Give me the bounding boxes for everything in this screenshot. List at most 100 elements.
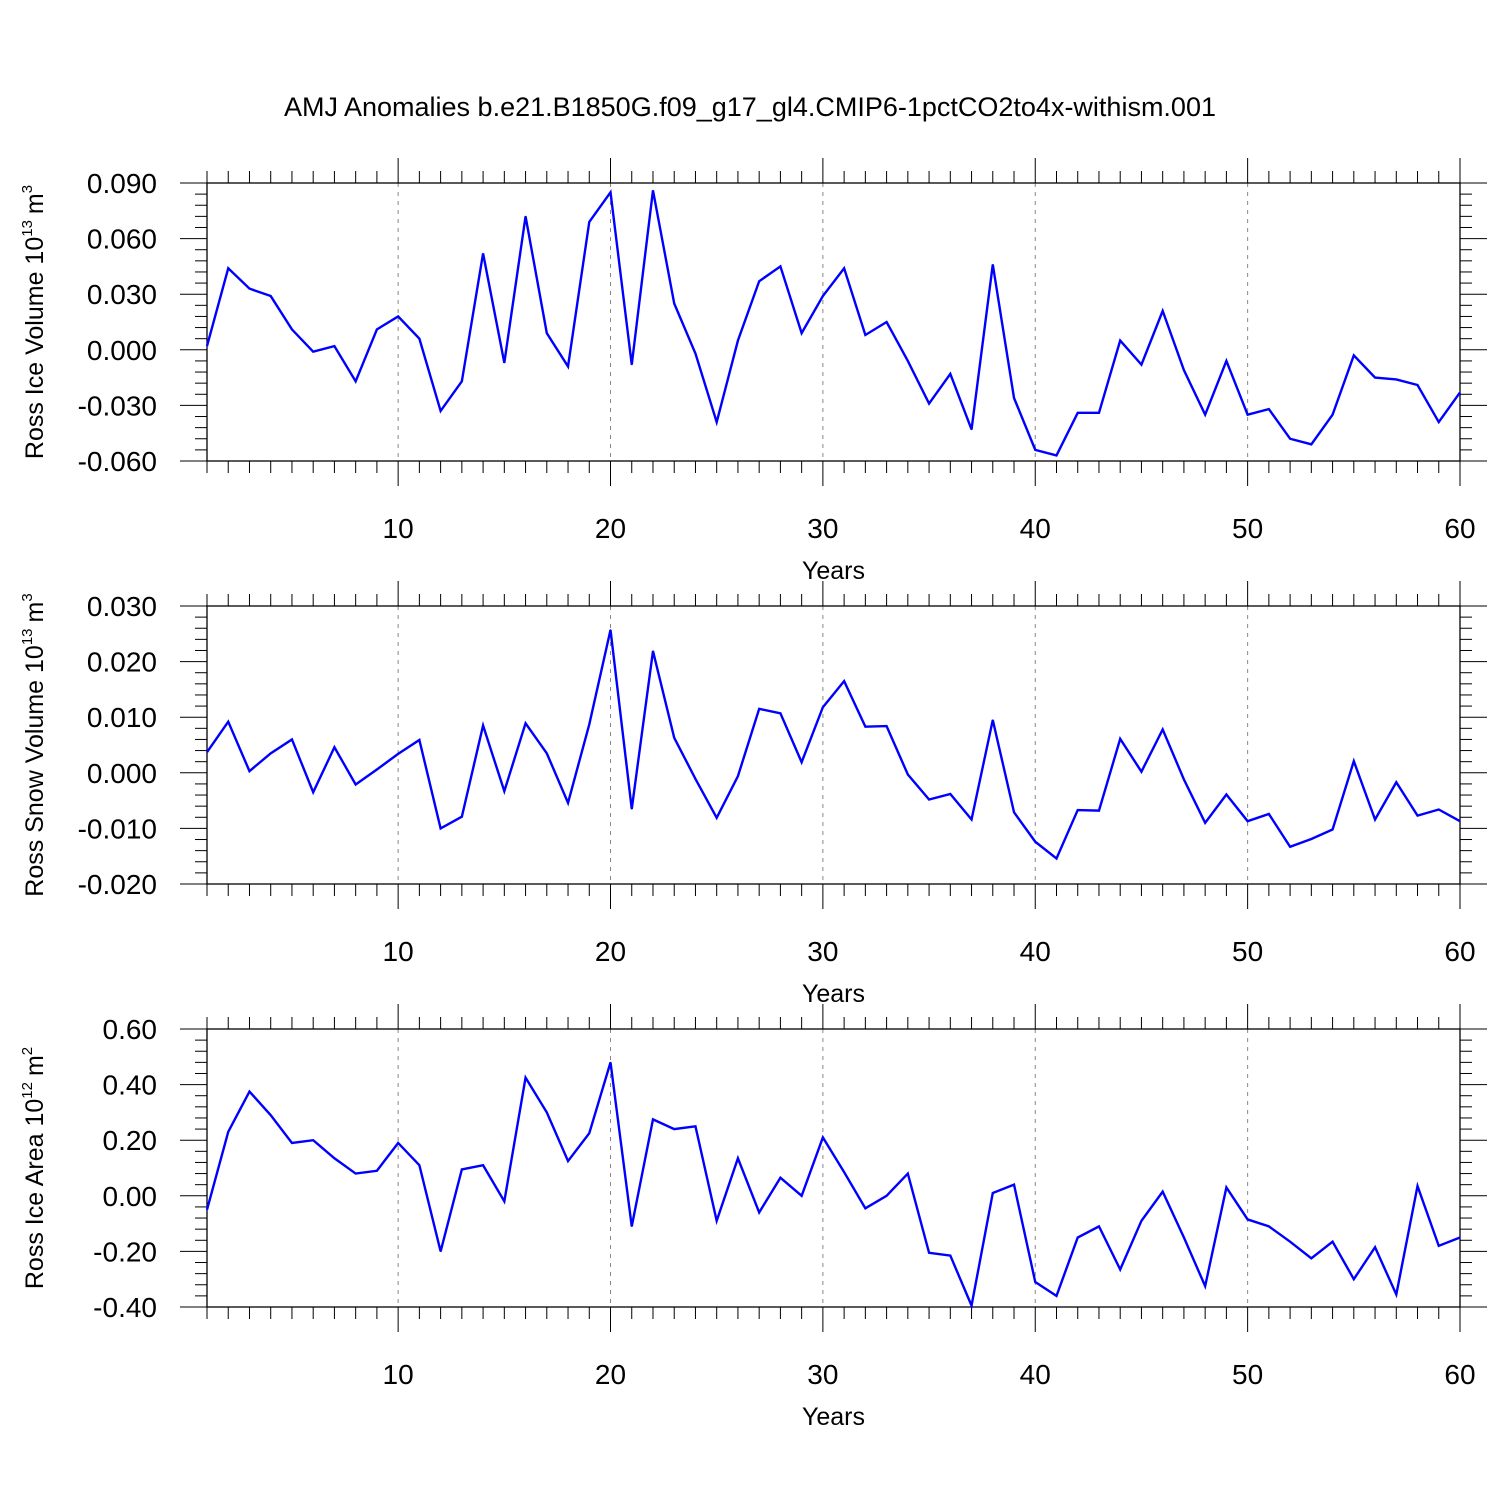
panel2-data-point	[227, 721, 229, 723]
panel3-data-point	[503, 1200, 505, 1202]
panel2-x-tick-label: 10	[383, 936, 414, 967]
panel2-data-point	[631, 808, 633, 810]
panel3-data-point	[1140, 1220, 1143, 1222]
panel2-x-tick-label: 30	[807, 936, 838, 967]
panel3-y-axis-label: Ross Ice Area 1012m2	[19, 1047, 49, 1289]
panel2-data-point	[482, 724, 484, 727]
panel2-x-tick-label: 20	[595, 936, 626, 967]
panel2-data-point	[1034, 841, 1036, 843]
panel1-data-point	[567, 365, 569, 368]
panel1-x-tick-label: 60	[1444, 513, 1475, 544]
panel2-data-point	[355, 783, 357, 786]
panel2-data-point	[1098, 810, 1100, 812]
panel3-data-point	[1289, 1241, 1291, 1243]
panel2-data-point	[907, 773, 909, 776]
panel3-data-point	[1459, 1236, 1461, 1239]
panel3-data-point	[461, 1168, 463, 1170]
panel1-data-point	[673, 302, 675, 305]
panel2-data-point	[1353, 760, 1355, 762]
panel1-data-point	[1077, 412, 1079, 414]
panel3-data-point	[1225, 1186, 1227, 1189]
panel3-data-point	[312, 1139, 314, 1141]
panel3-data-point	[270, 1114, 272, 1116]
panel3-data-point	[652, 1118, 654, 1120]
panel3-data-point	[1310, 1257, 1312, 1259]
panel2-data-point	[673, 737, 675, 739]
panel1-data-point	[737, 339, 739, 342]
panel1-data-point	[588, 221, 590, 223]
panel3-data-point	[949, 1254, 951, 1257]
panel2-data-point	[440, 827, 442, 830]
panel2-data-point	[1183, 778, 1185, 781]
panel3-x-tick-label: 10	[383, 1359, 414, 1390]
panel2-data-point	[270, 752, 272, 754]
panel1-data-point	[949, 373, 951, 375]
panel3-y-tick-label: -0.40	[93, 1292, 157, 1323]
panel3-data-point	[1162, 1191, 1164, 1193]
panel1-data-point	[397, 315, 399, 318]
panel3-data-point	[1268, 1225, 1270, 1227]
panel1-x-tick-label: 30	[807, 513, 838, 544]
panel3-data-point	[355, 1172, 357, 1175]
panel3-x-tick-label: 30	[807, 1359, 838, 1390]
panel3-y-tick-label: 0.60	[103, 1014, 158, 1045]
panel3-data-point	[885, 1195, 888, 1197]
panel2-data-point	[206, 751, 208, 753]
panel3-data-point	[1055, 1295, 1058, 1297]
panel3-data-point	[1247, 1218, 1249, 1221]
panel1-data-point	[546, 332, 548, 334]
panel1-data-point	[1119, 339, 1121, 342]
panel1-x-tick-label: 40	[1020, 513, 1051, 544]
panel3-data-point	[758, 1211, 760, 1214]
panel2-data-point	[1395, 781, 1397, 783]
panel3-data-point	[227, 1131, 229, 1133]
panel1-data-point	[1034, 449, 1036, 451]
panel3-data-point	[970, 1305, 973, 1307]
panel3-data-point	[1353, 1278, 1355, 1280]
panel2-data-point	[1374, 818, 1376, 821]
panel1-data-point	[801, 332, 803, 334]
panel1-data-point	[694, 352, 697, 355]
panel2-data-point	[1055, 857, 1058, 860]
panel3-y-tick-label: 0.40	[103, 1070, 158, 1101]
panel2-data-point	[652, 650, 654, 652]
panel3-y-tick-label: 0.00	[103, 1181, 158, 1212]
panel2-data-point	[1289, 846, 1291, 848]
panel1-y-tick-label: 0.030	[87, 279, 157, 310]
panel3-data-point	[864, 1207, 866, 1209]
panel2-y-tick-label: 0.030	[87, 591, 157, 622]
panel1-y-tick-label: 0.000	[87, 335, 157, 366]
panel3-data-point	[440, 1250, 442, 1252]
panel1-data-point	[227, 267, 229, 269]
panel3-data-point	[1183, 1236, 1185, 1239]
panel2-data-point	[1247, 820, 1249, 822]
panel1-data-point	[482, 252, 484, 255]
panel3-data-point	[206, 1209, 208, 1211]
panel1-data-point	[1353, 354, 1355, 356]
panel2-data-point	[1268, 813, 1270, 815]
panel3-data-point	[716, 1220, 718, 1222]
panel2-data-point	[694, 778, 697, 780]
panel1-data-point	[822, 295, 824, 297]
panel3-data-point	[694, 1125, 697, 1127]
chart-title: AMJ Anomalies b.e21.B1850G.f09_g17_gl4.C…	[283, 92, 1216, 122]
panel3-data-point	[631, 1225, 633, 1227]
panel1-data-point	[1247, 414, 1249, 416]
panel2-y-axis-label: Ross Snow Volume 1013m3	[19, 593, 49, 896]
panel3-data-point	[546, 1111, 548, 1113]
panel1-data-point	[1331, 414, 1334, 416]
panel3-data-point	[1438, 1245, 1440, 1247]
panel3-data-point	[609, 1061, 612, 1063]
panel3-data-point	[524, 1077, 527, 1079]
panel3-data-point	[673, 1128, 675, 1130]
panel2-data-point	[418, 739, 420, 741]
panel3-data-point	[1395, 1293, 1397, 1296]
panel1-data-point	[1395, 378, 1397, 381]
panel1-data-point	[1416, 384, 1419, 386]
panel3-data-point	[907, 1172, 909, 1175]
panel1-data-point	[1438, 421, 1440, 423]
panel2-data-point	[461, 816, 463, 818]
panel2-x-tick-label: 40	[1020, 936, 1051, 967]
panel1-y-axis-label: Ross Ice Volume 1013m3	[19, 185, 49, 459]
